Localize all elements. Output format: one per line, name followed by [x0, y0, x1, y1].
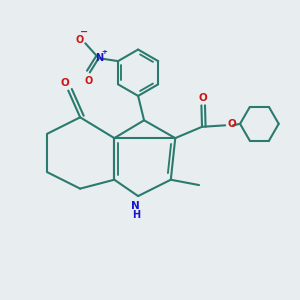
Text: −: −	[80, 26, 88, 36]
Text: H: H	[132, 210, 140, 220]
Text: N: N	[95, 53, 103, 63]
Text: O: O	[84, 76, 92, 86]
Text: +: +	[101, 49, 107, 55]
Text: O: O	[75, 35, 83, 45]
Text: O: O	[60, 78, 69, 88]
Text: N: N	[131, 201, 140, 211]
Text: O: O	[199, 93, 207, 103]
Text: O: O	[227, 119, 236, 129]
